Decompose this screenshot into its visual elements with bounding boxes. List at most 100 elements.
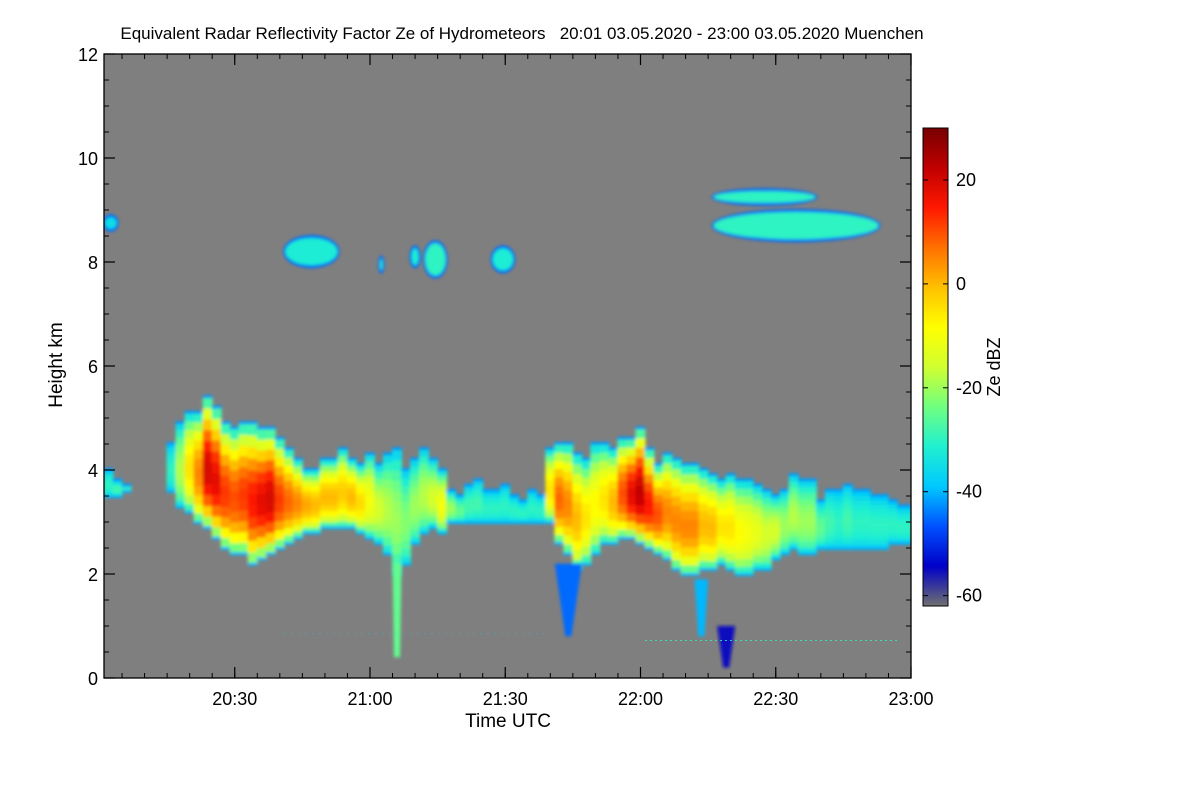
data-layer — [104, 188, 911, 668]
echo-cell — [437, 511, 448, 518]
echo-edge — [482, 521, 493, 524]
echo-cell — [220, 444, 231, 455]
echo-edge — [626, 436, 637, 440]
echo-edge — [247, 421, 258, 425]
echo-cell — [572, 483, 583, 494]
echo-cell — [689, 473, 700, 484]
echo-edge — [905, 541, 911, 545]
echo-cell — [292, 485, 303, 493]
echo-cell — [383, 454, 394, 464]
echo-cell — [788, 493, 799, 501]
echo-cell — [761, 503, 772, 511]
echo-cell — [590, 444, 601, 454]
echo-cell — [491, 514, 502, 518]
echo-cell — [392, 470, 403, 481]
echo-cell — [283, 511, 294, 520]
echo-cell — [319, 499, 330, 506]
echo-edge — [752, 483, 763, 487]
echo-cell — [364, 454, 376, 462]
echo-cell — [301, 527, 312, 533]
echo-cell — [707, 498, 718, 507]
echo-cell — [328, 459, 339, 466]
echo-cell — [554, 509, 565, 519]
echo-cell — [419, 456, 430, 464]
echo-cell — [283, 449, 294, 458]
echo-cell — [563, 516, 574, 527]
echo-cell — [725, 522, 736, 531]
echo-cell — [310, 516, 321, 523]
echo-cell — [112, 490, 123, 493]
echo-cell — [419, 490, 430, 499]
echo-cell — [374, 464, 385, 472]
echo-cell — [689, 519, 700, 530]
echo-cell — [806, 498, 817, 506]
echo-cell — [401, 555, 412, 565]
echo-cell — [770, 553, 781, 559]
echo-cell — [536, 509, 547, 512]
echo-cell — [310, 490, 321, 497]
echo-edge — [761, 488, 772, 492]
echo-cell — [869, 496, 880, 501]
echo-cell — [482, 514, 493, 518]
echo-cell — [482, 496, 493, 500]
echo-cell — [635, 466, 646, 477]
echo-cell — [896, 509, 907, 514]
echo-cell — [869, 539, 880, 545]
echo-cell — [247, 528, 258, 541]
echo-edge — [292, 536, 303, 540]
echo-cell — [635, 514, 646, 525]
echo-cell — [572, 540, 583, 551]
echo-cell — [644, 490, 655, 500]
echo-cell — [410, 480, 421, 488]
echo-cell — [680, 564, 691, 575]
echo-edge — [581, 562, 592, 566]
echo-cell — [383, 479, 394, 488]
echo-cell — [842, 496, 853, 502]
echo-cell — [653, 545, 664, 554]
echo-cell — [644, 515, 655, 524]
echo-edge — [401, 468, 412, 471]
echo-cell — [752, 520, 763, 528]
echo-cell — [193, 421, 204, 432]
echo-cell — [707, 490, 718, 500]
echo-cell — [545, 503, 556, 511]
echo-cell — [788, 535, 799, 543]
echo-cell — [752, 541, 763, 549]
echo-cell — [680, 464, 691, 475]
echo-cell — [743, 480, 754, 489]
echo-cell — [590, 453, 601, 463]
echo-edge — [734, 478, 745, 482]
echo-cell — [473, 508, 484, 513]
echo-cell — [175, 450, 186, 459]
x-axis: 20:30 21:00 21:30 22:00 22:30 23:00 — [121, 54, 934, 709]
echo-cell — [211, 526, 222, 539]
echo-cell — [797, 504, 808, 512]
echo-edge — [554, 442, 565, 445]
echo-edge — [743, 573, 754, 576]
echo-cell — [572, 521, 583, 532]
echo-cell — [779, 542, 790, 549]
echo-cell — [896, 515, 907, 520]
echo-edge — [536, 494, 547, 497]
echo-cell — [671, 523, 682, 533]
echo-edge — [752, 567, 763, 571]
echo-cell — [617, 521, 628, 530]
echo-cell — [112, 489, 123, 492]
echo-cell — [824, 505, 835, 511]
echo-cell — [590, 471, 601, 481]
echo-cell — [202, 397, 213, 409]
echo-cell — [265, 511, 276, 523]
echo-cell — [563, 507, 574, 518]
echo-cell — [193, 412, 204, 423]
echo-cell — [256, 482, 267, 494]
echo-edge — [860, 488, 871, 492]
echo-cell — [392, 511, 403, 523]
echo-cell — [743, 503, 754, 513]
echo-cell — [229, 542, 240, 554]
echo-cell — [364, 523, 376, 532]
echo-cell — [509, 515, 520, 519]
y-axis: 0 2 4 6 8 10 12 — [78, 45, 911, 689]
echo-cell — [446, 503, 457, 507]
echo-cell — [229, 438, 240, 450]
echo-edge — [662, 557, 673, 561]
